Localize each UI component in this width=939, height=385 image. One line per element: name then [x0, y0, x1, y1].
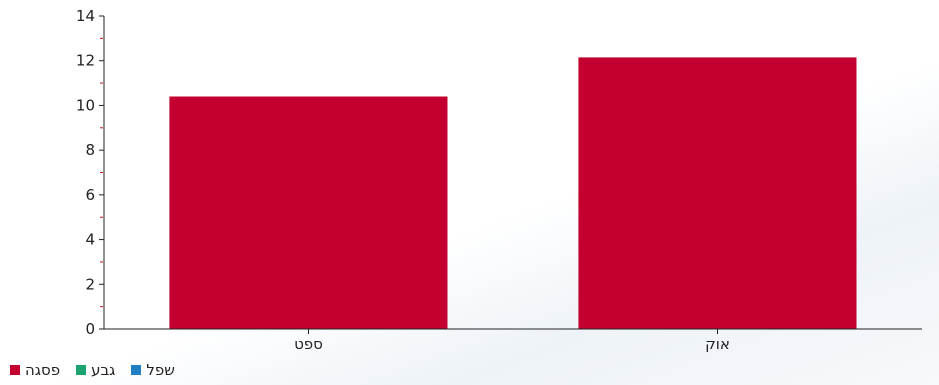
legend-swatch-3 — [131, 365, 142, 375]
x-tick-label-2: אוק — [705, 335, 730, 353]
legend-item-2[interactable]: גבע — [76, 361, 115, 379]
legend-item-1[interactable]: פסגה — [10, 361, 60, 379]
bar-1 — [169, 96, 448, 329]
y-tick-label-2: 2 — [85, 275, 95, 293]
legend: פסגה גבע שפל — [10, 359, 175, 381]
legend-item-3[interactable]: שפל — [131, 361, 175, 379]
labels-layer: ספט אוק 0 2 4 6 8 10 12 14 — [76, 7, 730, 353]
axes-layer — [99, 15, 922, 334]
y-tick-label-8: 8 — [85, 141, 95, 159]
y-tick-label-6: 6 — [85, 186, 95, 204]
legend-swatch-1 — [10, 365, 20, 375]
legend-swatch-2 — [76, 365, 87, 375]
bar-2 — [578, 57, 857, 330]
y-tick-label-12: 12 — [76, 52, 95, 70]
y-tick-label-14: 14 — [76, 7, 95, 25]
bar-chart: ספט אוק 0 2 4 6 8 10 12 14 — [76, 7, 922, 353]
y-tick-label-4: 4 — [85, 231, 95, 249]
y-tick-label-0: 0 — [85, 320, 95, 338]
legend-label-1: פסגה — [25, 361, 61, 379]
legend-label-3: שפל — [146, 361, 175, 379]
y-tick-label-10: 10 — [76, 96, 95, 114]
legend-label-2: גבע — [91, 361, 116, 379]
x-tick-label-1: ספט — [294, 335, 323, 353]
bars-layer — [169, 57, 857, 330]
